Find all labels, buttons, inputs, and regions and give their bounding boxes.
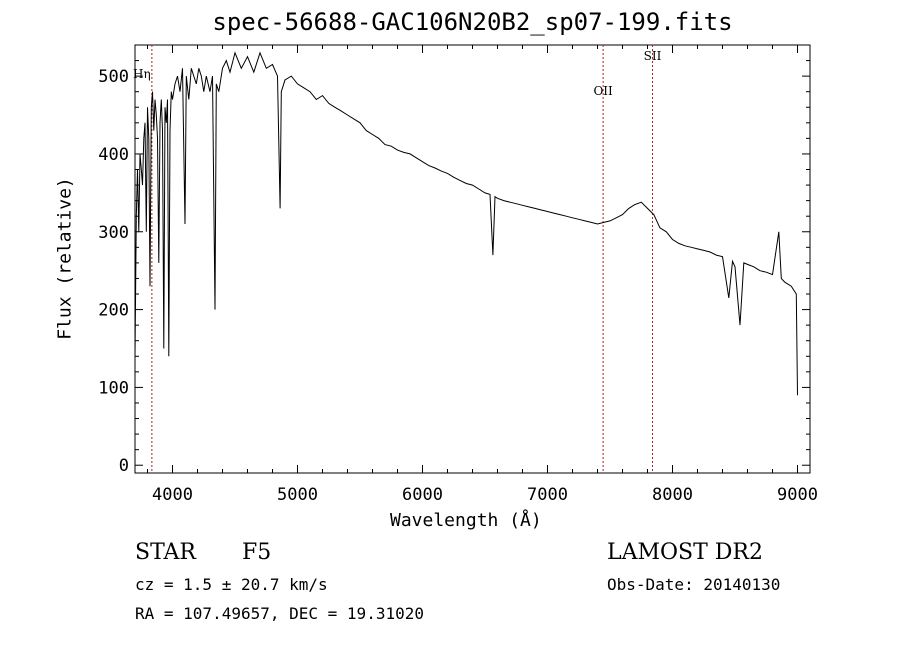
obs-date-label: Obs-Date: 20140130 <box>607 575 781 594</box>
y-tick-label: 400 <box>98 145 129 165</box>
chart-title: spec-56688-GAC106N20B2_sp07-199.fits <box>212 8 733 36</box>
y-tick-label: 100 <box>98 378 129 398</box>
x-tick-label: 5000 <box>277 485 318 505</box>
emission-line-label: Hη <box>133 67 151 81</box>
y-tick-label: 0 <box>119 456 129 476</box>
emission-line-label: SII <box>644 49 662 63</box>
emission-lines: Hη OII SII <box>133 45 662 473</box>
axis-ticks: 4000 5000 6000 7000 8000 9000 0 100 200 300 400 500 <box>98 44 818 505</box>
y-axis-label: Flux (relative) <box>54 177 76 340</box>
survey-label: LAMOST DR2 <box>607 540 763 565</box>
x-tick-label: 9000 <box>777 485 818 505</box>
x-tick-label: 8000 <box>652 485 693 505</box>
x-axis-label: Wavelength (Å) <box>390 510 542 531</box>
x-tick-label: 4000 <box>152 485 193 505</box>
y-tick-label: 500 <box>98 67 129 87</box>
object-class: STAR <box>135 540 196 565</box>
spectrum-line <box>134 51 798 396</box>
x-tick-label: 6000 <box>402 485 443 505</box>
coordinates-label: RA = 107.49657, DEC = 19.31020 <box>135 604 424 623</box>
emission-line-label: OII <box>593 84 613 98</box>
redshift-label: cz = 1.5 ± 20.7 km/s <box>135 575 328 594</box>
x-tick-label: 7000 <box>527 485 568 505</box>
y-tick-label: 200 <box>98 301 129 321</box>
object-subclass: F5 <box>242 540 272 565</box>
plot-frame <box>134 44 811 474</box>
y-tick-label: 300 <box>98 223 129 243</box>
